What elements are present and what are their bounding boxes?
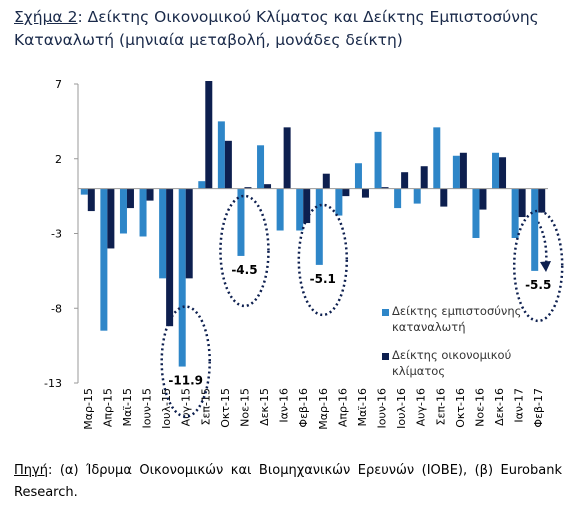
bar — [459, 152, 467, 189]
bar — [492, 152, 500, 189]
annotation-arrow — [536, 221, 548, 267]
bar — [100, 188, 108, 331]
bar — [244, 187, 252, 189]
x-tick-label: Ιουλ-15 — [160, 388, 173, 429]
y-tick-label: -13 — [44, 377, 62, 390]
x-tick-label: Φεβ-16 — [297, 388, 310, 428]
bar — [374, 131, 382, 189]
bar — [342, 188, 350, 197]
value-label: -5.5 — [525, 278, 551, 292]
bar — [217, 121, 225, 189]
bar — [531, 188, 539, 271]
x-tick-label: Φεβ-17 — [532, 388, 545, 428]
bar — [303, 188, 311, 224]
legend-swatch — [382, 309, 389, 316]
title-block: Σχήμα 2: Δείκτης Οικονομικού Κλίματος κα… — [14, 6, 562, 52]
bar — [479, 188, 487, 210]
bar — [178, 188, 186, 367]
source-label: Πηγή — [14, 463, 48, 478]
x-tick-label: Απρ-15 — [101, 388, 114, 427]
x-tick-label: Μαϊ-16 — [356, 388, 369, 426]
x-tick-label: Ιουλ-16 — [395, 388, 408, 429]
bar — [87, 188, 95, 212]
arrow-head — [540, 261, 551, 272]
bar — [413, 188, 421, 204]
bar — [139, 188, 147, 237]
bar — [499, 157, 507, 189]
bar — [381, 187, 389, 189]
y-tick-label: -3 — [51, 228, 62, 241]
bar — [322, 173, 330, 189]
bar — [354, 163, 362, 189]
bar — [224, 140, 232, 189]
x-tick-label: Ιαν-17 — [513, 388, 526, 423]
y-tick-label: 2 — [55, 153, 62, 166]
bar — [264, 184, 272, 189]
bar — [315, 188, 323, 265]
bar — [146, 188, 154, 201]
chart-title: : Δείκτης Οικονομικού Κλίματος και Δείκτ… — [14, 8, 539, 49]
bar — [518, 188, 526, 218]
bar — [452, 155, 460, 189]
annotation-ellipse — [160, 305, 211, 418]
bar — [185, 188, 193, 279]
bar — [538, 188, 546, 213]
y-tick-label: 7 — [55, 78, 62, 91]
bar — [107, 188, 115, 249]
bar — [276, 188, 284, 231]
x-tick-label: Σεπ-16 — [434, 388, 447, 426]
bar — [257, 145, 265, 189]
bar — [401, 172, 409, 189]
bar — [126, 188, 134, 209]
x-tick-label: Ιουν-15 — [141, 388, 154, 428]
chart: 7 2 -3 -8 -13 Μαρ-15 Απρ-15 Μαϊ-15 Ιουν-15 Ιουλ-1… — [44, 78, 564, 430]
value-label: -5.1 — [310, 272, 336, 286]
bar — [205, 81, 213, 189]
x-tick-label: Μαϊ-15 — [121, 388, 134, 426]
bar — [440, 188, 448, 207]
bar — [361, 188, 369, 198]
annotation-ellipse — [219, 194, 270, 308]
value-label: -4.5 — [231, 263, 257, 277]
annotation-ellipse — [297, 203, 349, 317]
x-tick-label: Ιουν-16 — [376, 388, 389, 428]
y-tick-label: -8 — [51, 302, 62, 315]
source-note: Πηγή: (α) Ίδρυμα Οικονομικών και Βιομηχα… — [14, 460, 562, 504]
bar — [159, 188, 167, 279]
bar — [166, 188, 174, 327]
figure-label: Σχήμα 2 — [14, 8, 78, 26]
x-tick-label: Απρ-16 — [336, 388, 349, 427]
bar — [119, 188, 127, 234]
annotation-ellipse — [512, 209, 564, 323]
x-tick-label: Αυγ-16 — [415, 388, 428, 426]
bar — [335, 188, 343, 216]
bar — [80, 188, 88, 195]
bar — [394, 188, 402, 209]
x-tick-label: Σεπ-15 — [199, 388, 212, 426]
legend-label: Δείκτης εμπιστοσύνης καταναλωτή — [392, 304, 522, 334]
bar — [237, 188, 245, 256]
x-tick-label: Μαρ-16 — [317, 388, 330, 430]
bar — [511, 188, 519, 238]
x-tick-label: Αυγ-15 — [180, 388, 193, 426]
bar — [283, 127, 291, 189]
bar — [198, 181, 206, 189]
bar — [472, 188, 480, 238]
legend-label: Δείκτης οικονομικού κλίματος — [392, 348, 512, 378]
x-tick-label: Νοε-15 — [238, 388, 251, 427]
bar — [433, 127, 441, 189]
x-tick-label: Οκτ-16 — [454, 388, 467, 428]
bar — [296, 188, 304, 231]
source-text: : (α) Ίδρυμα Οικονομικών και Βιομηχανικώ… — [14, 463, 562, 500]
bar — [420, 166, 428, 189]
x-tick-label: Μαρ-15 — [82, 388, 95, 430]
x-tick-label: Νοε-16 — [473, 388, 486, 427]
value-label: -11.9 — [168, 374, 203, 388]
x-tick-label: Δεκ-15 — [258, 388, 271, 426]
legend-swatch — [382, 353, 389, 360]
x-tick-label: Οκτ-15 — [219, 388, 232, 428]
x-tick-label: Ιαν-16 — [278, 388, 291, 423]
x-tick-label: Δεκ-16 — [493, 388, 506, 426]
